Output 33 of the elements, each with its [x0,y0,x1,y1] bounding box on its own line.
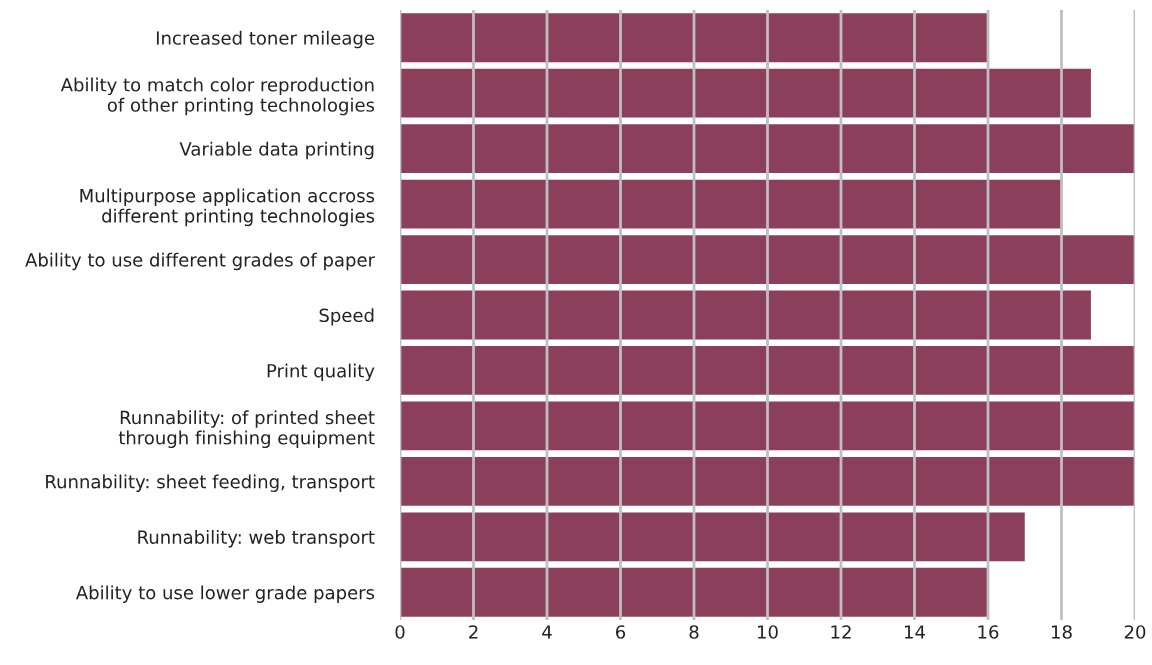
bar [400,346,1135,395]
x-tick-label: 8 [689,625,699,639]
bar [400,456,1135,506]
bar [400,235,1135,284]
y-tick-label: Runnability: sheet feeding, transport [46,474,375,492]
y-tick-label: Ability to use lower grade papers [75,585,375,603]
bar [400,179,1062,229]
x-tick-label: 12 [831,625,851,639]
y-tick-label: Runnability: of printed sheet through finishing equipment [118,410,375,448]
x-tick-label: 14 [905,625,925,639]
bar [400,512,1025,562]
x-tick-label: 0 [395,625,405,639]
y-tick-label: Variable data printing [179,141,374,160]
x-tick-label: 2 [469,625,478,639]
x-tick-label: 16 [978,625,999,639]
bar [400,290,1091,340]
bar [400,68,1091,118]
y-tick-label: Runnability: web transport [138,529,375,548]
bar [400,13,988,63]
x-tick-label: 4 [542,625,552,639]
x-tick-label: 18 [1052,625,1072,639]
y-tick-label: Increased toner mileage [156,30,375,49]
y-tick-label: Speed [319,308,374,326]
x-tick-label: 10 [758,625,778,639]
bar [400,401,1135,451]
y-tick-label: Ability to match color reproduction of other printing technologies [60,77,375,116]
x-tick-label: 20 [1124,625,1146,639]
y-tick-label: Ability to use different grades of paper [25,252,375,271]
bar [400,124,1135,174]
y-tick-label: Multipurpose application accross different printing technologies [80,188,375,227]
x-tick-label: 6 [616,625,626,639]
bar [400,567,988,617]
y-tick-label: Print quality [267,363,375,382]
